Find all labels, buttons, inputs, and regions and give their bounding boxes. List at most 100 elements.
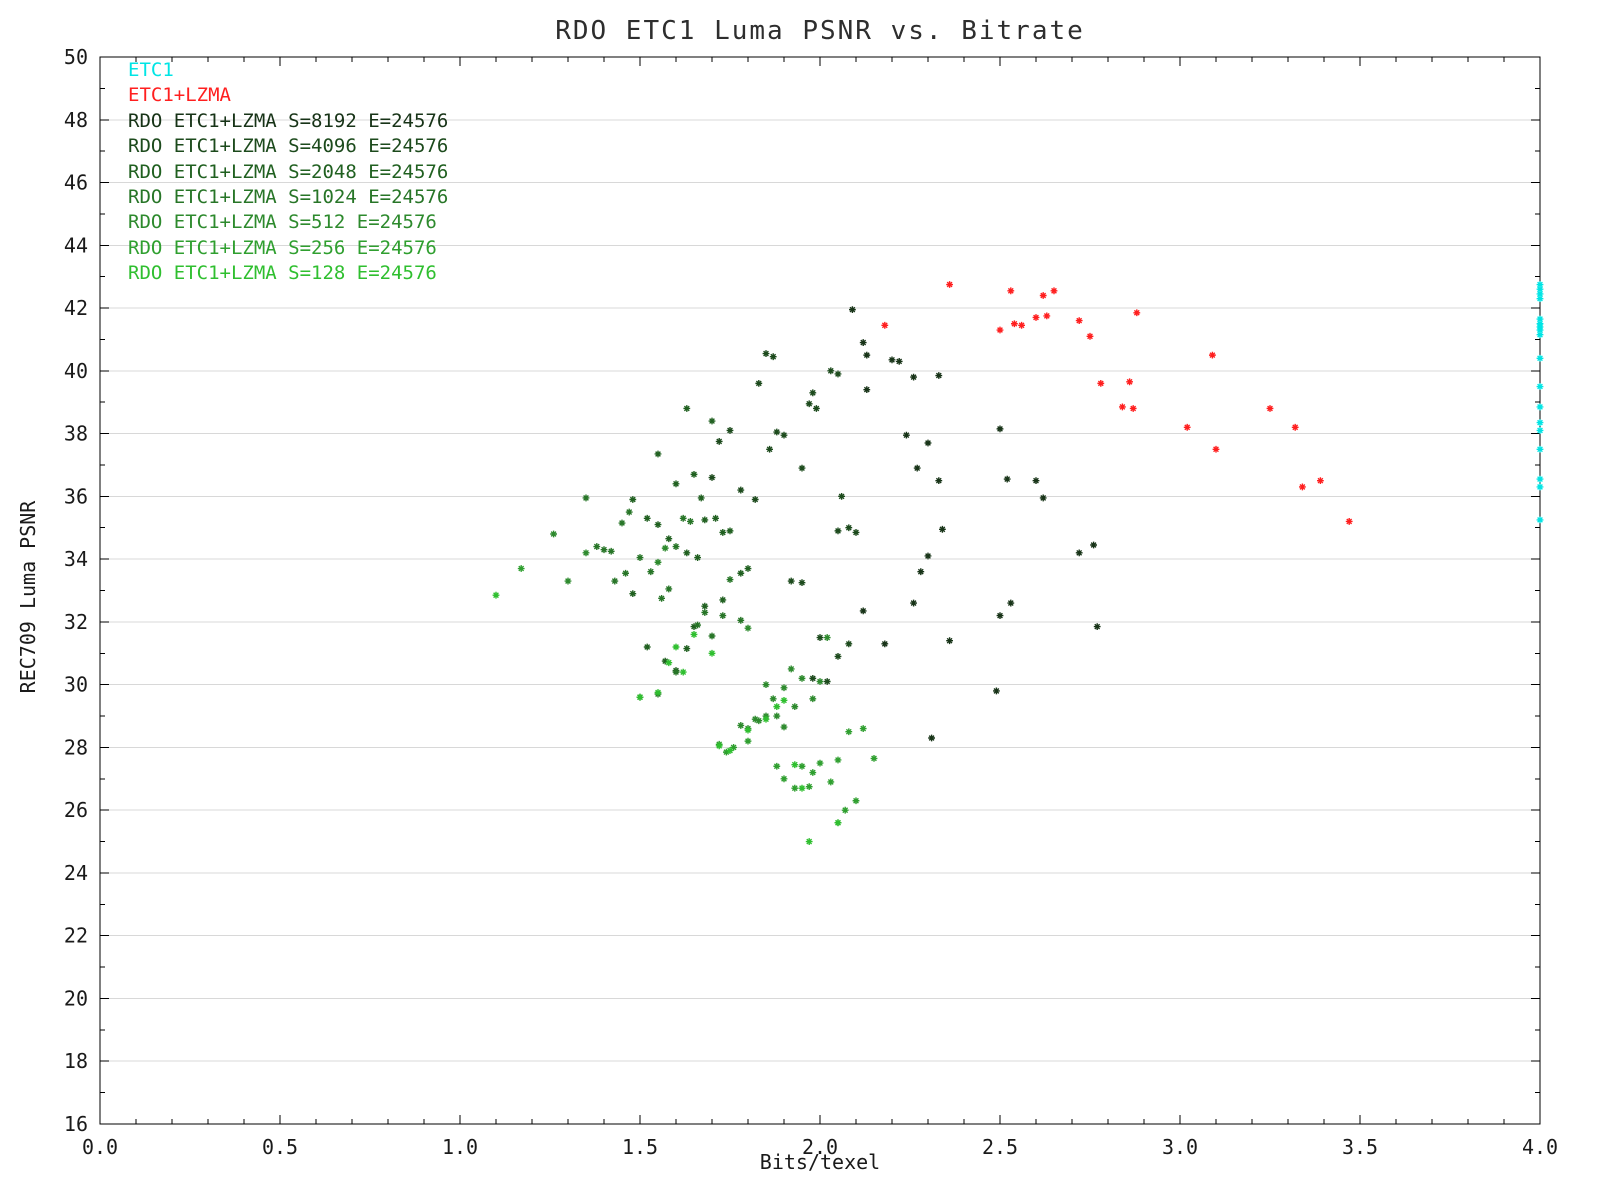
data-point [1536,331,1544,339]
data-point [1043,312,1051,320]
data-point [629,590,637,598]
data-point [838,492,845,500]
data-point [816,634,824,641]
data-point [694,621,701,629]
data-point [1003,475,1011,483]
data-point [935,372,943,379]
data-point [1536,427,1544,434]
data-point [661,544,669,552]
data-point [1129,405,1137,412]
data-point [737,569,745,577]
x-tick-label: 2.0 [802,1135,838,1159]
legend-entry: RDO ETC1+LZMA S=512 E=24576 [128,211,437,234]
data-point [798,784,806,792]
data-point [701,516,709,524]
data-point [895,358,903,365]
data-point [845,640,853,648]
data-point [665,585,673,593]
data-point [1018,321,1025,329]
data-point [1032,477,1040,485]
data-point [726,427,734,434]
data-point [1536,403,1544,411]
data-point [744,565,752,572]
data-point [654,450,662,458]
data-point [834,819,842,827]
data-point [679,514,687,522]
data-point [827,367,835,375]
data-point [654,558,662,566]
data-point [780,723,788,731]
data-point [737,486,745,494]
data-point [618,519,626,527]
y-tick-label: 16 [64,1112,88,1136]
data-point [773,712,781,720]
legend-entry: ETC1 [128,59,174,81]
data-point [600,546,608,554]
data-point [816,678,824,685]
data-point [1007,599,1015,607]
data-point [935,477,943,485]
y-tick-label: 22 [64,924,88,948]
x-tick-label: 2.5 [982,1135,1018,1159]
y-tick-label: 20 [64,986,88,1010]
data-point [845,728,853,736]
data-point [744,726,752,734]
data-point [654,521,662,528]
data-point [787,577,795,585]
data-point [841,806,849,814]
data-point [658,594,665,602]
data-point [679,668,687,676]
data-point [1075,549,1083,557]
data-point [744,737,752,745]
data-point [823,678,831,685]
data-point [946,281,953,288]
data-point [762,715,770,723]
data-point [1345,518,1353,525]
data-point [773,762,781,770]
data-point [697,494,705,502]
y-tick-label: 46 [64,171,88,195]
data-point [629,496,637,503]
data-point [881,640,889,648]
data-point [993,687,1000,695]
x-tick-label: 0.0 [82,1135,118,1159]
data-point [755,717,763,725]
data-point [672,668,680,676]
data-point [827,778,835,786]
data-point [712,514,719,522]
data-point [859,607,867,615]
data-point [845,524,853,532]
y-tick-label: 48 [64,108,88,132]
data-point [1075,317,1083,325]
legend-entry: RDO ETC1+LZMA S=8192 E=24576 [128,109,449,132]
chart-legend: ETC1 ETC1+LZMA RDO ETC1+LZMA S=8192 E=2457… [128,58,448,287]
data-point [636,554,644,561]
data-point [737,722,745,729]
legend-entry: RDO ETC1+LZMA S=1024 E=24576 [128,186,449,209]
data-point [582,549,590,557]
data-point [849,306,856,314]
data-point [910,599,917,607]
data-point [625,508,633,516]
data-point [730,744,737,751]
data-point [744,624,752,632]
data-point [834,527,842,535]
data-point [1090,541,1097,549]
data-point [1133,309,1141,317]
data-point [661,657,669,665]
y-tick-label: 18 [64,1049,88,1073]
y-tick-label: 36 [64,484,88,508]
data-point [1097,379,1105,387]
data-point [1317,477,1324,485]
y-tick-label: 32 [64,610,88,634]
data-point [564,577,572,585]
data-point [809,695,817,703]
data-point [719,612,727,620]
x-tick-label: 1.0 [442,1135,478,1159]
data-point [665,535,673,543]
data-point [690,631,698,638]
data-point [913,464,921,472]
data-point [647,568,655,576]
data-point [643,514,651,522]
